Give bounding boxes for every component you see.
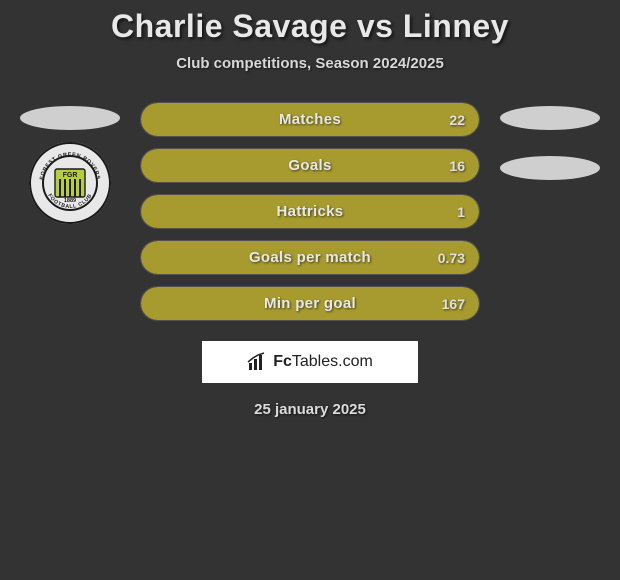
right-column [490,102,610,180]
left-column: FOREST GREEN ROVERS FOOTBALL CLUB FGR 18… [10,102,130,224]
stat-label: Goals [141,149,479,182]
stat-value-right: 1 [457,195,465,228]
svg-text:1889: 1889 [64,198,76,204]
player-left-ellipse [20,106,120,130]
comparison-card: Charlie Savage vs Linney Club competitio… [0,0,620,418]
attribution-text: FcTables.com [273,353,373,371]
bar-chart-icon [247,352,267,372]
stat-bar: Goals per match0.73 [140,240,480,275]
brand-suffix: Tables.com [292,353,373,370]
stat-value-right: 22 [449,103,465,136]
main-row: FOREST GREEN ROVERS FOOTBALL CLUB FGR 18… [0,102,620,321]
stat-label: Hattricks [141,195,479,228]
brand-prefix: Fc [273,353,292,370]
club-crest-icon: FOREST GREEN ROVERS FOOTBALL CLUB FGR 18… [29,142,111,224]
stat-value-right: 167 [442,287,465,320]
stat-bar: Min per goal167 [140,286,480,321]
date-label: 25 january 2025 [0,401,620,418]
page-title: Charlie Savage vs Linney [0,8,620,45]
stat-bar: Hattricks1 [140,194,480,229]
subtitle: Club competitions, Season 2024/2025 [0,55,620,72]
stat-value-right: 0.73 [438,241,465,274]
attribution-badge: FcTables.com [202,341,418,383]
player-right-ellipse-1 [500,106,600,130]
stat-label: Matches [141,103,479,136]
stat-bar: Goals16 [140,148,480,183]
player-right-ellipse-2 [500,156,600,180]
stat-bar: Matches22 [140,102,480,137]
stat-label: Goals per match [141,241,479,274]
stat-bars: Matches22 Goals16 Hattricks1 Goals per matc… [140,102,480,321]
stat-label: Min per goal [141,287,479,320]
stat-value-right: 16 [449,149,465,182]
svg-text:FGR: FGR [63,172,78,179]
club-badge-left: FOREST GREEN ROVERS FOOTBALL CLUB FGR 18… [29,142,111,224]
